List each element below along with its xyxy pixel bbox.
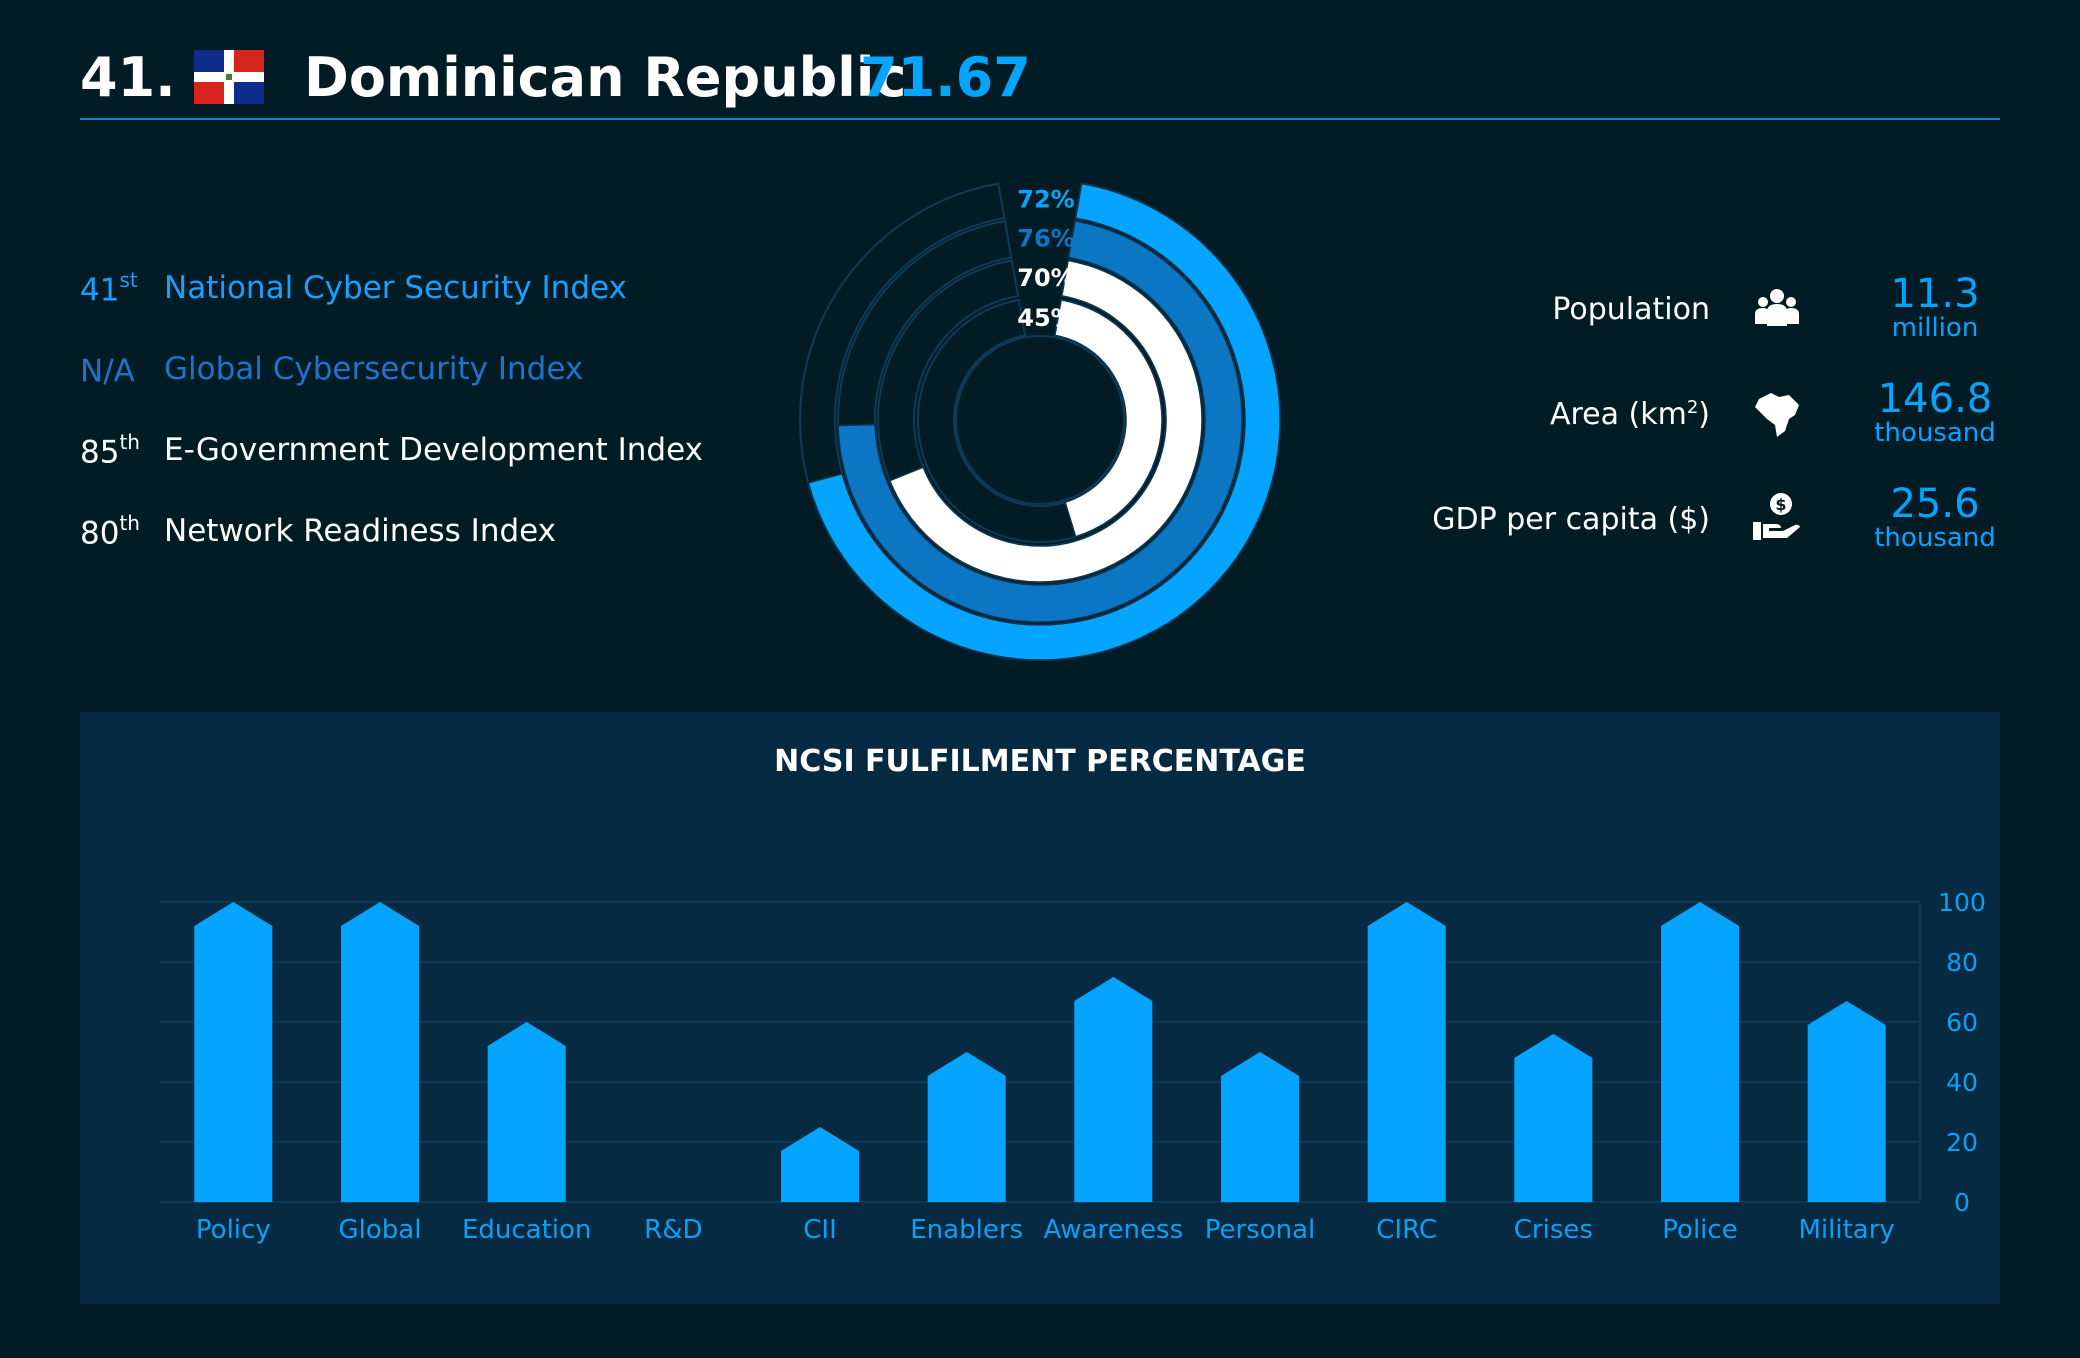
x-tick-label: CII [803, 1215, 837, 1245]
x-tick-label: Global [339, 1215, 422, 1245]
country-name: Dominican Republic [304, 46, 907, 109]
y-tick-label: 40 [1946, 1068, 1978, 1097]
y-tick-label: 80 [1946, 948, 1978, 977]
stat-population: Population 11.3 million [1400, 270, 2000, 360]
ring-label: 76% [1017, 225, 1074, 253]
index-name: Network Readiness Index [164, 513, 557, 549]
index-row-ncsi: 41st National Cyber Security Index [80, 268, 720, 330]
money-hand-icon: $ [1753, 493, 1800, 540]
x-tick-label: Military [1799, 1215, 1895, 1245]
index-rank: 41st [80, 268, 138, 309]
map-icon [1755, 393, 1799, 437]
stat-value: 25.6 thousand [1874, 481, 1996, 553]
x-tick-label: Enablers [910, 1215, 1023, 1245]
radial-progress-chart: 72% 76% 70% 45% [799, 182, 1281, 661]
stat-label: Area (km2) [1549, 397, 1710, 432]
header-divider [80, 118, 2000, 120]
x-tick-label: Police [1662, 1215, 1737, 1245]
bar [1514, 1034, 1593, 1202]
ring-arc [837, 220, 1243, 623]
dominican-republic-flag-icon [194, 50, 264, 104]
bar [927, 1052, 1006, 1202]
bar [341, 902, 419, 1202]
stat-gdp: GDP per capita ($) $ 25.6 thousand [1400, 480, 2000, 570]
header: 41. Dominican Republic 71.67 [80, 40, 2000, 120]
ring-arc [1054, 298, 1163, 538]
x-tick-label: Crises [1514, 1215, 1593, 1245]
index-name: Global Cybersecurity Index [164, 351, 584, 387]
y-tick-label: 20 [1946, 1128, 1978, 1157]
bar [781, 1127, 859, 1202]
stat-area: Area (km2) 146.8 thousand [1400, 375, 2000, 465]
bar [1807, 1001, 1886, 1202]
x-tick-label: Personal [1205, 1215, 1316, 1245]
index-row-nri: 80th Network Readiness Index [80, 511, 720, 573]
index-row-egdi: 85th E-Government Development Index [80, 430, 720, 492]
y-tick-label: 60 [1946, 1008, 1978, 1037]
chart-title: NCSI FULFILMENT PERCENTAGE [774, 744, 1306, 779]
x-tick-label: Policy [196, 1215, 271, 1245]
ring-label: 70% [1017, 264, 1074, 292]
index-rank: 80th [80, 511, 140, 552]
index-name: National Cyber Security Index [164, 270, 627, 306]
ring-label: 72% [1017, 186, 1074, 214]
ncsi-score: 71.67 [860, 46, 1031, 109]
ncsi-fulfilment-panel: 0 20 40 60 80 100 Policy Global Education R&D CII E… [80, 712, 2000, 1304]
x-tick-label: Education [462, 1215, 591, 1245]
bar [487, 1022, 566, 1202]
ring-arc [807, 182, 1281, 661]
index-row-gci: N/A Global Cybersecurity Index [80, 351, 720, 411]
index-rank: N/A [80, 353, 135, 390]
donut-center [955, 335, 1125, 505]
bar [194, 902, 273, 1202]
rank-number: 41. [80, 46, 176, 109]
y-tick-label: 0 [1954, 1188, 1970, 1217]
stat-label: Population [1552, 292, 1710, 327]
ring-label: 45% [1017, 304, 1074, 332]
bar [1221, 1052, 1299, 1202]
index-name: E-Government Development Index [164, 432, 703, 468]
stat-value: 146.8 thousand [1874, 376, 1996, 448]
x-tick-label: Awareness [1044, 1215, 1184, 1245]
x-tick-label: R&D [644, 1215, 702, 1245]
ring-arc [888, 259, 1203, 583]
svg-text:$: $ [1775, 495, 1786, 514]
y-tick-label: 100 [1938, 888, 1986, 917]
index-rank: 85th [80, 430, 140, 471]
people-icon [1755, 289, 1799, 326]
bar [1367, 902, 1446, 1202]
x-tick-label: CIRC [1376, 1215, 1437, 1245]
bar [1074, 977, 1153, 1202]
fulfilment-bar-chart: 0 20 40 60 80 100 Policy Global Education R&D CII E… [160, 888, 1986, 1245]
bar [1661, 902, 1739, 1202]
stat-value: 11.3 million [1890, 271, 1980, 343]
stat-label: GDP per capita ($) [1432, 502, 1710, 537]
